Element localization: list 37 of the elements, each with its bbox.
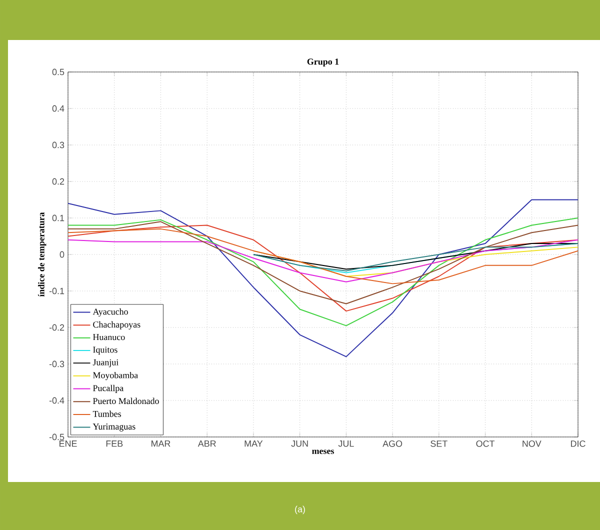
legend-label: Puerto Maldonado (93, 398, 159, 404)
y-tick-label: 0.4 (52, 105, 64, 112)
x-tick-label: MAY (244, 440, 263, 447)
y-axis-title: índice de temperatura (38, 212, 46, 297)
y-tick-label: -0.2 (49, 324, 64, 331)
x-tick-label: OCT (476, 440, 495, 447)
legend-label: Moyobamba (93, 372, 138, 380)
x-tick-label: FEB (106, 440, 123, 447)
x-tick-label: SET (430, 440, 448, 447)
x-tick-label: ABR (198, 440, 216, 447)
x-tick-label: MAR (152, 440, 170, 447)
x-tick-label: DIC (571, 440, 586, 447)
y-tick-label: -0.4 (49, 397, 64, 404)
x-tick-label: NOV (522, 440, 542, 447)
y-tick-label: 0.5 (52, 68, 64, 76)
y-tick-label: -0.3 (49, 360, 64, 368)
legend-label: Ayacucho (92, 308, 128, 317)
y-tick-label: 0.3 (52, 142, 64, 148)
text: (a) (295, 506, 305, 514)
chart-title: Grupo 1 (307, 58, 339, 66)
y-tick-label: 0 (60, 251, 64, 258)
x-tick-label: JUN (291, 440, 308, 447)
legend-label: Pucallpa (93, 384, 124, 393)
y-tick-label: -0.5 (49, 434, 64, 440)
legend-label: Juanjui (92, 359, 118, 368)
legend-label: Tumbes (92, 410, 122, 417)
y-tick-label: -0.1 (49, 288, 64, 294)
x-tick-label: AGO (382, 440, 402, 447)
legend-label: Yurimaguas (92, 424, 136, 432)
x-tick-label: ENE (60, 440, 77, 447)
legend-label: Iquitos (93, 346, 118, 355)
legend-label: Huanuco (93, 334, 125, 340)
legend-label: Chachapoyas (93, 321, 140, 330)
x-axis-title: meses (312, 450, 334, 454)
y-tick-label: 0.1 (52, 214, 64, 222)
y-tick-label: 0.2 (52, 178, 64, 185)
x-tick-label: JUL (338, 440, 354, 447)
